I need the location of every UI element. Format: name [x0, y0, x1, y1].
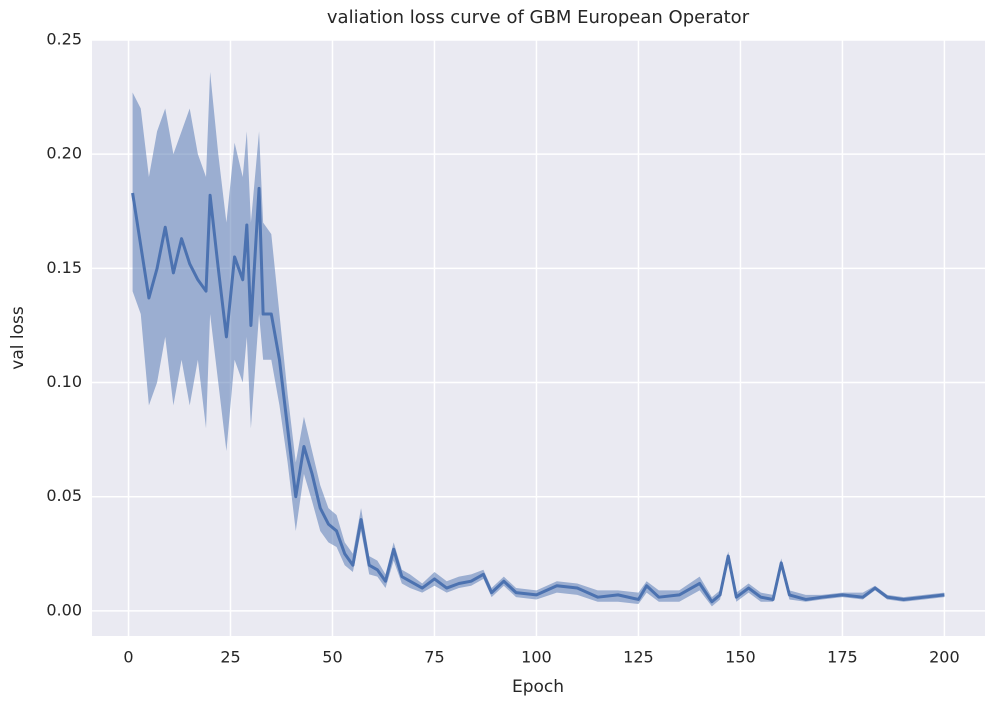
x-tick-label: 125	[623, 648, 654, 667]
x-tick-label: 150	[725, 648, 756, 667]
x-tick-label: 100	[521, 648, 552, 667]
y-tick-label: 0.25	[46, 30, 82, 49]
y-tick-label: 0.15	[46, 258, 82, 277]
x-tick-label: 175	[827, 648, 858, 667]
y-axis-label: val loss	[8, 306, 28, 370]
x-tick-label: 50	[322, 648, 342, 667]
y-tick-label: 0.00	[46, 600, 82, 619]
line	[131, 186, 945, 604]
x-tick-label: 200	[929, 648, 960, 667]
chart-title: valiation loss curve of GBM European Ope…	[327, 7, 750, 28]
confidence-band	[132, 71, 945, 607]
y-tick-label: 0.10	[46, 372, 82, 391]
y-tick-label: 0.20	[46, 144, 82, 163]
y-tick-label: 0.05	[46, 486, 82, 505]
x-tick-label: 25	[220, 648, 240, 667]
x-axis-label: Epoch	[512, 677, 564, 697]
x-tick-label: 0	[123, 648, 133, 667]
x-tick-label: 75	[424, 648, 444, 667]
